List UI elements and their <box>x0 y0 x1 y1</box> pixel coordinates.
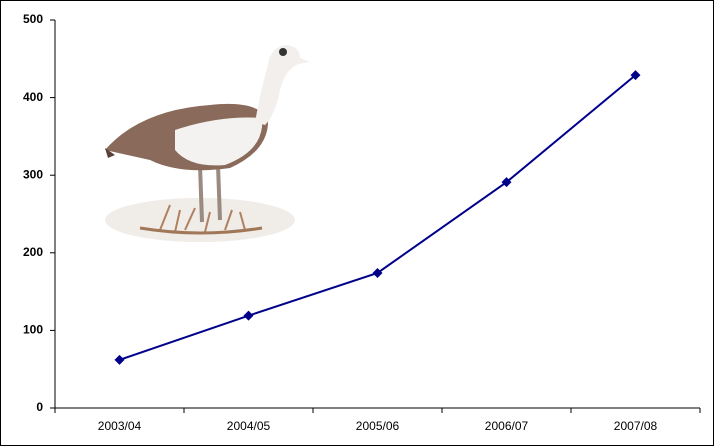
y-tick-label: 400 <box>23 90 43 104</box>
goose-illustration <box>105 45 310 242</box>
marker <box>501 177 512 188</box>
marker <box>372 267 383 278</box>
y-tick-label: 200 <box>23 245 43 259</box>
marker <box>243 310 254 321</box>
marker <box>114 354 125 365</box>
y-tick-label: 0 <box>36 400 43 414</box>
y-tick-label: 100 <box>23 323 43 337</box>
y-tick-label: 500 <box>23 12 43 26</box>
x-tick-label: 2005/06 <box>356 419 400 433</box>
y-tick-label: 300 <box>23 167 43 181</box>
x-tick-label: 2003/04 <box>98 419 142 433</box>
x-tick-label: 2007/08 <box>614 419 658 433</box>
x-tick-label: 2004/05 <box>227 419 271 433</box>
x-tick-label: 2006/07 <box>485 419 529 433</box>
marker <box>630 70 641 81</box>
